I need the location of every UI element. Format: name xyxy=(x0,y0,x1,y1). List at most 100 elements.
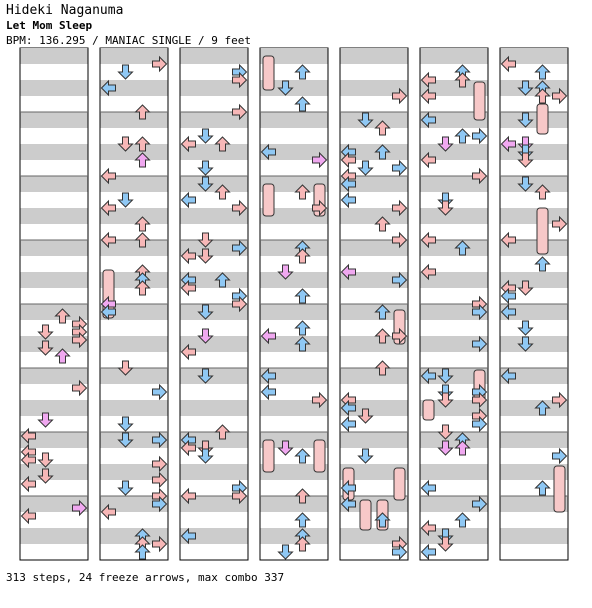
right-arrow xyxy=(472,415,488,433)
row-shade xyxy=(500,112,568,128)
row-shade xyxy=(100,272,168,288)
up-arrow xyxy=(294,96,311,112)
row-shade xyxy=(340,144,408,160)
down-arrow xyxy=(517,80,534,96)
right-arrow xyxy=(472,127,488,145)
row-shade xyxy=(260,80,328,96)
left-arrow xyxy=(420,263,436,281)
row-shade xyxy=(420,240,488,256)
row-shade xyxy=(20,112,88,128)
song-title: Let Mom Sleep xyxy=(6,19,93,32)
row-shade xyxy=(180,208,248,224)
row-shade xyxy=(180,304,248,320)
up-arrow xyxy=(534,400,551,416)
row-shade xyxy=(340,176,408,192)
left-arrow xyxy=(180,527,196,545)
row-shade xyxy=(260,112,328,128)
up-arrow xyxy=(454,440,471,456)
right-arrow xyxy=(232,487,248,505)
row-shade xyxy=(20,528,88,544)
right-arrow xyxy=(392,271,408,289)
row-shade xyxy=(340,48,408,64)
right-arrow xyxy=(152,535,168,553)
down-arrow xyxy=(517,176,534,192)
row-shade xyxy=(20,400,88,416)
row-shade xyxy=(100,80,168,96)
down-arrow xyxy=(517,152,534,168)
up-arrow xyxy=(374,216,391,232)
up-arrow xyxy=(454,72,471,88)
row-shade xyxy=(500,496,568,512)
row-shade xyxy=(180,80,248,96)
left-arrow xyxy=(500,135,516,153)
row-shade xyxy=(340,368,408,384)
left-arrow xyxy=(340,263,356,281)
row-shade xyxy=(180,176,248,192)
up-arrow xyxy=(294,448,311,464)
right-arrow xyxy=(232,239,248,257)
right-arrow xyxy=(312,391,328,409)
up-arrow xyxy=(294,64,311,80)
right-arrow xyxy=(472,167,488,185)
row-shade xyxy=(340,112,408,128)
left-arrow xyxy=(500,287,516,305)
song-artist: Hideki Naganuma xyxy=(6,3,124,18)
down-arrow xyxy=(517,112,534,128)
down-arrow xyxy=(277,264,294,280)
row-shade xyxy=(260,400,328,416)
right-arrow xyxy=(392,327,408,345)
row-shade xyxy=(260,464,328,480)
left-arrow xyxy=(20,507,36,525)
left-arrow xyxy=(340,479,356,497)
row-shade xyxy=(420,144,488,160)
chart-summary: 313 steps, 24 freeze arrows, max combo 3… xyxy=(6,571,285,584)
row-shade xyxy=(20,464,88,480)
chart-info: BPM: 136.295 / MANIAC SINGLE / 9 feet xyxy=(6,34,252,47)
row-shade xyxy=(500,528,568,544)
up-arrow xyxy=(54,308,71,324)
row-shade xyxy=(260,368,328,384)
up-arrow xyxy=(294,184,311,200)
row-shade xyxy=(260,176,328,192)
left-arrow xyxy=(500,367,516,385)
freeze-arrow xyxy=(422,399,435,421)
down-arrow xyxy=(357,112,374,128)
row-shade xyxy=(20,272,88,288)
up-arrow xyxy=(454,240,471,256)
row-shade xyxy=(260,528,328,544)
right-arrow xyxy=(232,199,248,217)
right-arrow xyxy=(472,335,488,353)
row-shade xyxy=(340,80,408,96)
down-arrow xyxy=(277,440,294,456)
freeze-arrow xyxy=(553,465,566,513)
up-arrow xyxy=(134,544,151,560)
left-arrow xyxy=(20,427,36,445)
row-shade xyxy=(20,144,88,160)
right-arrow xyxy=(392,543,408,561)
down-arrow xyxy=(197,128,214,144)
row-shade xyxy=(420,272,488,288)
row-shade xyxy=(180,528,248,544)
row-shade xyxy=(260,144,328,160)
left-arrow xyxy=(500,231,516,249)
row-shade xyxy=(420,112,488,128)
right-arrow xyxy=(552,87,568,105)
row-shade xyxy=(500,464,568,480)
up-arrow xyxy=(374,144,391,160)
row-shade xyxy=(100,368,168,384)
row-shade xyxy=(180,144,248,160)
up-arrow xyxy=(214,272,231,288)
down-arrow xyxy=(197,232,214,248)
right-arrow xyxy=(152,495,168,513)
freeze-arrow xyxy=(262,55,275,91)
row-shade xyxy=(340,464,408,480)
down-arrow xyxy=(197,176,214,192)
row-shade xyxy=(100,304,168,320)
up-arrow xyxy=(134,104,151,120)
right-arrow xyxy=(152,431,168,449)
row-shade xyxy=(180,368,248,384)
row-shade xyxy=(340,272,408,288)
right-arrow xyxy=(392,159,408,177)
down-arrow xyxy=(117,480,134,496)
row-shade xyxy=(100,208,168,224)
